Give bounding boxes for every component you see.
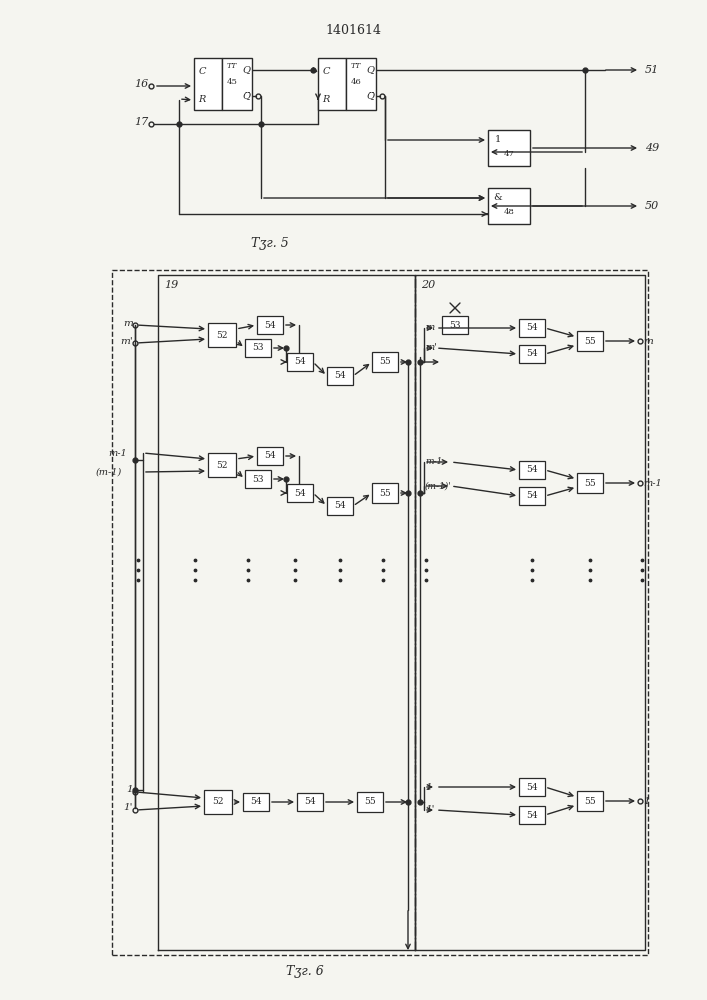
Text: 53: 53 <box>252 475 264 484</box>
Bar <box>519 806 545 824</box>
Bar <box>519 487 545 505</box>
Text: 54: 54 <box>526 491 538 500</box>
Bar <box>243 793 269 811</box>
Text: R: R <box>322 96 329 104</box>
Text: m': m' <box>425 344 437 353</box>
Bar <box>245 470 271 488</box>
Text: (m-1): (m-1) <box>95 468 122 477</box>
Text: 55: 55 <box>584 796 596 806</box>
Bar <box>577 473 603 493</box>
Text: 16: 16 <box>134 79 148 89</box>
Text: 50: 50 <box>645 201 659 211</box>
Bar <box>519 778 545 796</box>
Text: 1: 1 <box>127 786 133 794</box>
Text: 1': 1' <box>425 806 435 814</box>
Text: Τӡг. 5: Τӡг. 5 <box>251 237 289 250</box>
Bar <box>297 793 323 811</box>
Text: Τӡг. 6: Τӡг. 6 <box>286 966 324 978</box>
Bar <box>357 792 383 812</box>
Text: 54: 54 <box>250 798 262 806</box>
Text: 55: 55 <box>364 798 376 806</box>
Text: 52: 52 <box>216 330 228 340</box>
Bar <box>519 461 545 479</box>
Text: 53: 53 <box>252 344 264 353</box>
Text: R: R <box>198 96 206 104</box>
Bar <box>287 353 313 371</box>
Text: Q̅: Q̅ <box>242 92 250 101</box>
Text: 45: 45 <box>226 78 238 86</box>
Text: C: C <box>322 68 329 77</box>
Bar <box>372 352 398 372</box>
Text: m': m' <box>120 336 133 346</box>
Text: 54: 54 <box>294 488 306 497</box>
Text: 17: 17 <box>134 117 148 127</box>
Bar <box>222 58 252 110</box>
Bar <box>346 58 376 110</box>
Text: 46: 46 <box>351 78 361 86</box>
Bar <box>577 791 603 811</box>
Bar <box>245 339 271 357</box>
Text: 53: 53 <box>449 320 461 330</box>
Bar <box>488 188 530 224</box>
Text: 51: 51 <box>645 65 659 75</box>
Text: 52: 52 <box>216 460 228 470</box>
Text: 54: 54 <box>304 798 316 806</box>
Bar <box>257 316 283 334</box>
Text: 54: 54 <box>264 320 276 330</box>
Text: 1': 1' <box>124 804 133 812</box>
Text: m-1: m-1 <box>108 448 127 458</box>
Text: m: m <box>425 324 434 332</box>
Text: m-1: m-1 <box>643 479 662 488</box>
Text: 55: 55 <box>584 336 596 346</box>
Bar <box>519 319 545 337</box>
Text: 19: 19 <box>164 280 178 290</box>
Bar <box>519 345 545 363</box>
Text: m: m <box>643 336 653 346</box>
Text: 54: 54 <box>334 502 346 510</box>
Text: 49: 49 <box>645 143 659 153</box>
Text: 54: 54 <box>526 466 538 475</box>
Text: 54: 54 <box>526 782 538 792</box>
Text: (m-1)': (m-1)' <box>425 482 452 490</box>
Text: &: & <box>493 194 503 202</box>
Text: m-1: m-1 <box>425 458 443 466</box>
Text: Q̅: Q̅ <box>366 92 374 101</box>
Bar <box>488 130 530 166</box>
Text: C: C <box>198 68 206 77</box>
Bar <box>208 453 236 477</box>
Bar <box>442 316 468 334</box>
Text: 54: 54 <box>294 358 306 366</box>
Bar <box>287 484 313 502</box>
Text: 54: 54 <box>264 452 276 460</box>
Bar <box>257 447 283 465</box>
Text: 55: 55 <box>379 358 391 366</box>
Text: 1401614: 1401614 <box>325 23 381 36</box>
Text: TT: TT <box>351 62 361 70</box>
Text: Q: Q <box>242 66 250 75</box>
Bar <box>208 323 236 347</box>
Text: 47: 47 <box>503 150 515 158</box>
Text: 1: 1 <box>495 135 501 144</box>
Text: m: m <box>123 318 133 328</box>
Text: 55: 55 <box>584 479 596 488</box>
Bar <box>194 58 222 110</box>
Text: 54: 54 <box>526 350 538 359</box>
Text: 55: 55 <box>379 488 391 497</box>
Bar <box>327 367 353 385</box>
Text: 52: 52 <box>212 798 223 806</box>
Text: Q: Q <box>366 66 374 75</box>
Bar <box>372 483 398 503</box>
Text: 20: 20 <box>421 280 436 290</box>
Text: 54: 54 <box>526 810 538 820</box>
Bar <box>327 497 353 515</box>
Text: 54: 54 <box>334 371 346 380</box>
Text: TT: TT <box>227 62 237 70</box>
Bar <box>318 58 346 110</box>
Text: 54: 54 <box>526 324 538 332</box>
Text: 1: 1 <box>643 796 650 806</box>
Bar <box>204 790 232 814</box>
Bar <box>577 331 603 351</box>
Text: 48: 48 <box>503 208 515 216</box>
Text: 1: 1 <box>425 782 432 792</box>
